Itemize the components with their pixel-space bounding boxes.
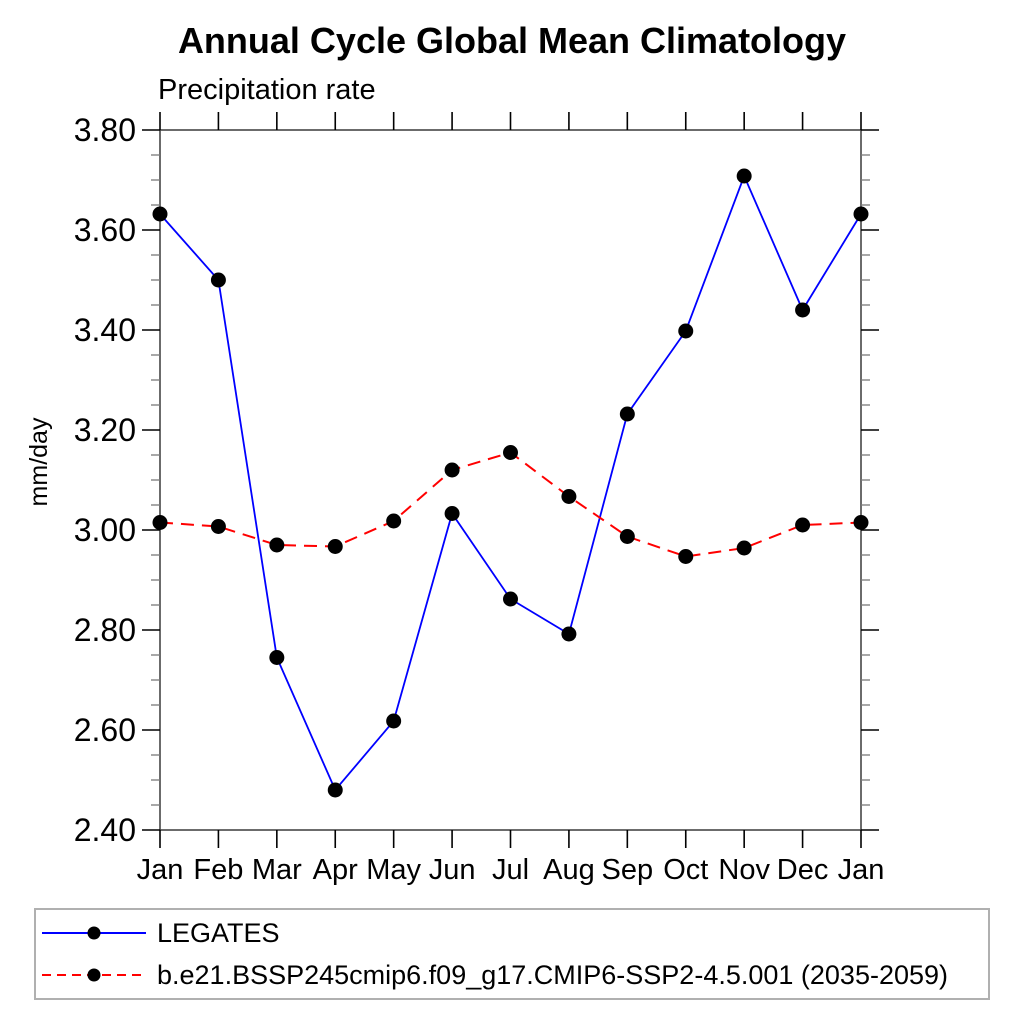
x-tick-label: Dec: [777, 854, 829, 886]
data-point-s1: [678, 549, 694, 564]
data-point-s1: [795, 517, 811, 533]
y-tick-label: 3.80: [74, 112, 136, 148]
chart-subtitle: Precipitation rate: [158, 74, 376, 106]
y-tick-label: 3.40: [74, 312, 136, 348]
data-point-s0: [386, 713, 402, 729]
data-point-s0: [152, 206, 168, 222]
legend-box: LEGATES b.e21.BSSP245cmip6.f09_g17.CMIP6-…: [34, 908, 990, 1000]
chart-title: Annual Cycle Global Mean Climatology: [177, 20, 847, 61]
data-point-s0: [736, 168, 752, 184]
data-point-s0: [561, 626, 577, 642]
data-point-s1: [327, 539, 343, 554]
data-point-s1: [503, 445, 518, 460]
data-point-s1: [561, 489, 577, 504]
x-tick-label: May: [366, 854, 421, 886]
data-point-s1: [444, 462, 460, 478]
x-tick-label: Oct: [663, 854, 708, 886]
legend-marker-1: [87, 968, 101, 982]
plot-frame: [159, 129, 862, 831]
data-point-s1: [152, 515, 168, 530]
legend-row-1: b.e21.BSSP245cmip6.f09_g17.CMIP6-SSP2-4.…: [42, 954, 988, 996]
y-tick-label: 3.00: [74, 512, 136, 548]
data-point-s0: [853, 206, 869, 222]
data-point-s0: [503, 591, 518, 607]
legend-label-0: LEGATES: [157, 917, 280, 948]
data-point-s1: [853, 515, 869, 530]
x-tick-label: Jul: [492, 854, 529, 886]
x-tick-label: Jan: [838, 854, 885, 886]
data-point-s0: [795, 302, 811, 318]
data-point-s1: [210, 519, 226, 534]
series-line-1: [159, 451, 862, 558]
x-tick-label: Jan: [137, 854, 184, 886]
legend-marker-0: [87, 926, 101, 940]
legend-label-1: b.e21.BSSP245cmip6.f09_g17.CMIP6-SSP2-4.…: [157, 959, 949, 990]
data-point-s1: [736, 540, 752, 556]
data-point-s0: [444, 506, 460, 521]
x-tick-label: Feb: [193, 854, 243, 886]
series-line-0: [159, 173, 862, 792]
y-tick-label: 2.60: [74, 712, 136, 748]
y-tick-label: 3.60: [74, 212, 136, 248]
x-tick-label: Nov: [718, 854, 770, 886]
y-tick-label: 3.20: [74, 412, 136, 448]
data-point-s0: [619, 406, 635, 422]
x-tick-label: Apr: [313, 854, 358, 886]
data-point-s0: [678, 323, 694, 339]
data-point-s1: [269, 537, 285, 553]
legend-line-sample-1: [42, 968, 146, 982]
y-tick-label: 2.80: [74, 612, 136, 648]
legend-row-0: LEGATES: [42, 912, 988, 954]
x-tick-label: Aug: [543, 854, 595, 886]
y-tick-label: 2.40: [74, 812, 136, 848]
data-point-s1: [619, 529, 635, 544]
legend-line-sample-0: [42, 926, 146, 940]
data-point-s1: [386, 513, 402, 529]
data-point-s0: [210, 272, 226, 288]
data-point-s0: [269, 650, 285, 665]
x-tick-label: Mar: [252, 854, 302, 886]
x-tick-label: Jun: [429, 854, 476, 886]
data-point-s0: [327, 782, 343, 798]
x-tick-label: Sep: [602, 854, 654, 886]
